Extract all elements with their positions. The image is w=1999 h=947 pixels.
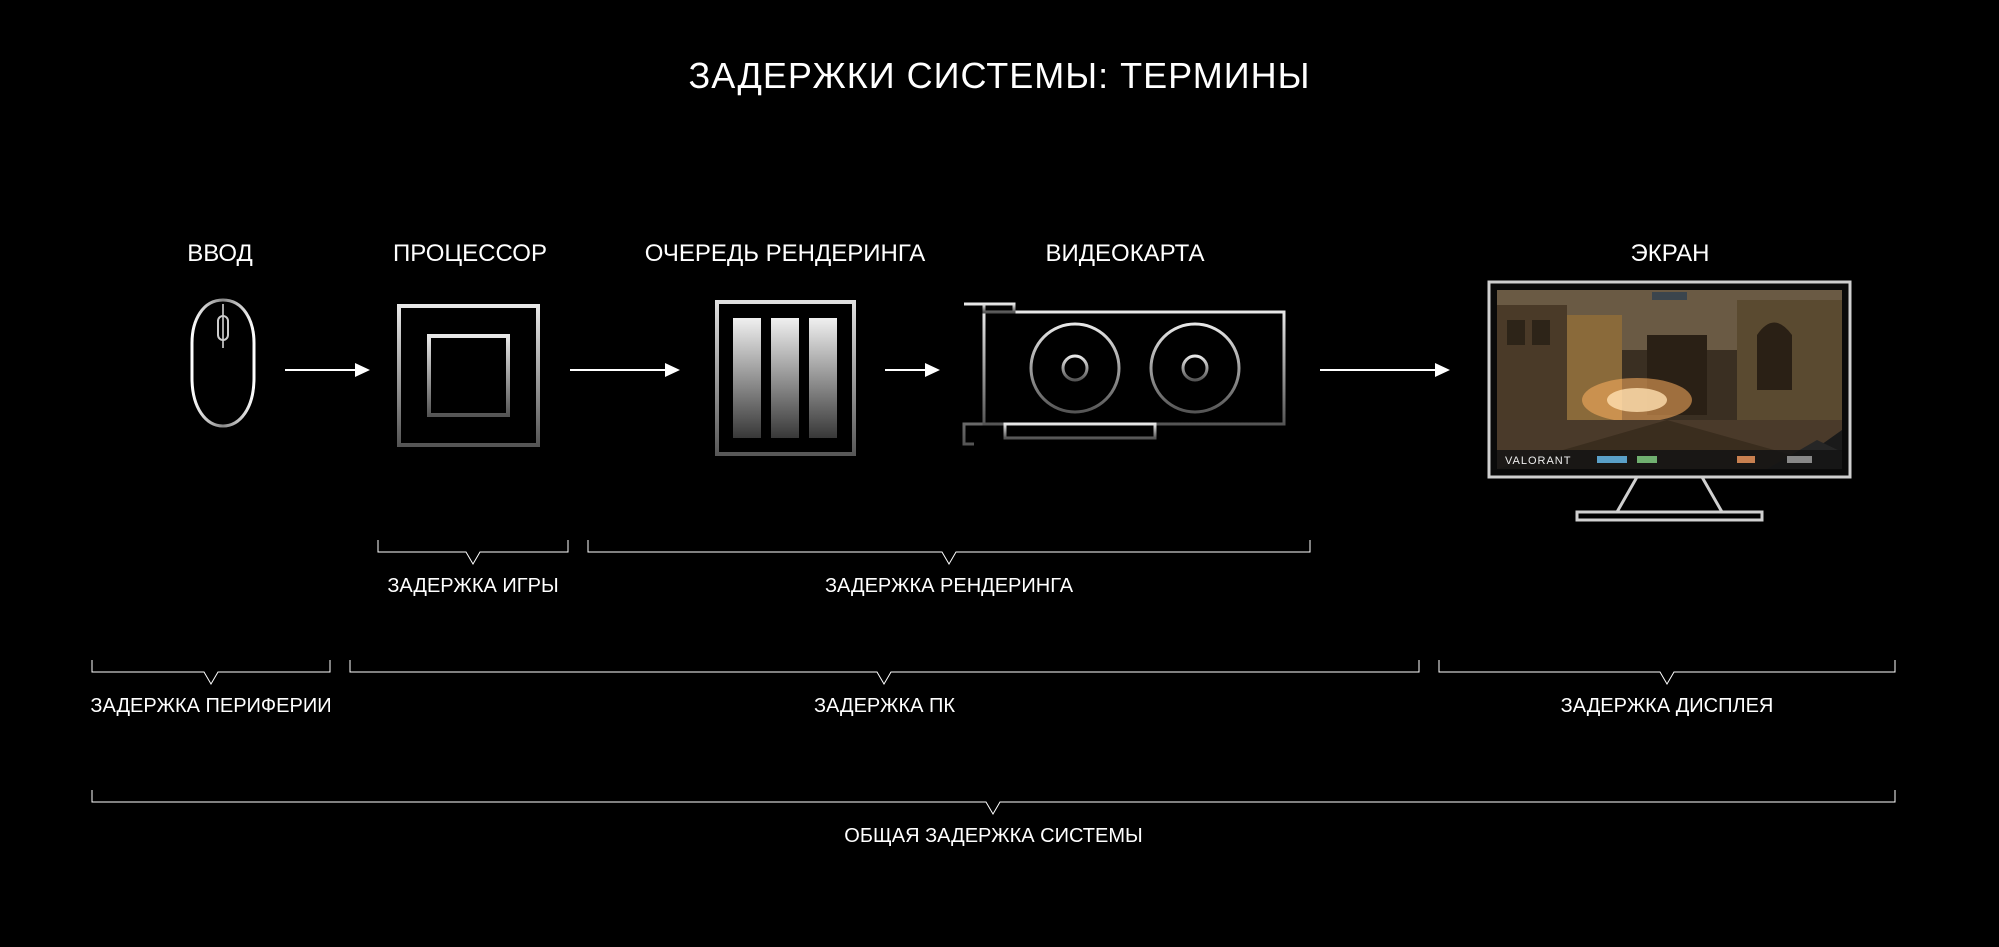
stage-label-queue: ОЧЕРЕДЬ РЕНДЕРИНГА	[615, 240, 955, 268]
monitor-icon: VALORANT	[1487, 280, 1852, 525]
flow-arrow-4	[1320, 360, 1450, 380]
stage-label-gpu: ВИДЕОКАРТА	[1015, 240, 1235, 268]
game-logo-text: VALORANT	[1505, 455, 1571, 467]
stage-label-cpu: ПРОЦЕССОР	[370, 240, 570, 268]
mouse-icon	[188, 298, 258, 428]
flow-arrow-2	[570, 360, 680, 380]
stage-label-display: ЭКРАН	[1580, 240, 1760, 268]
bracket-total-latency	[92, 790, 1895, 820]
bracket-label-peripheral-latency: ЗАДЕРЖКА ПЕРИФЕРИИ	[52, 695, 370, 718]
render-queue-icon	[713, 298, 858, 458]
bracket-label-pc-latency: ЗАДЕРЖКА ПК	[350, 695, 1419, 718]
bracket-label-display-latency: ЗАДЕРЖКА ДИСПЛЕЯ	[1439, 695, 1895, 718]
bracket-pc-latency	[350, 660, 1419, 690]
bracket-render-latency	[588, 540, 1310, 570]
flow-arrow-3	[885, 360, 940, 380]
stage-label-input: ВВОД	[160, 240, 280, 268]
bracket-label-total-latency: ОБЩАЯ ЗАДЕРЖКА СИСТЕМЫ	[92, 825, 1895, 848]
page-title: ЗАДЕРЖКИ СИСТЕМЫ: ТЕРМИНЫ	[0, 55, 1999, 97]
flow-arrow-1	[285, 360, 370, 380]
bracket-game-latency	[378, 540, 568, 570]
bracket-peripheral-latency	[92, 660, 330, 690]
gpu-icon	[960, 298, 1290, 448]
bracket-label-render-latency: ЗАДЕРЖКА РЕНДЕРИНГА	[588, 575, 1310, 598]
bracket-label-game-latency: ЗАДЕРЖКА ИГРЫ	[378, 575, 568, 598]
cpu-icon	[391, 298, 546, 453]
bracket-display-latency	[1439, 660, 1895, 690]
